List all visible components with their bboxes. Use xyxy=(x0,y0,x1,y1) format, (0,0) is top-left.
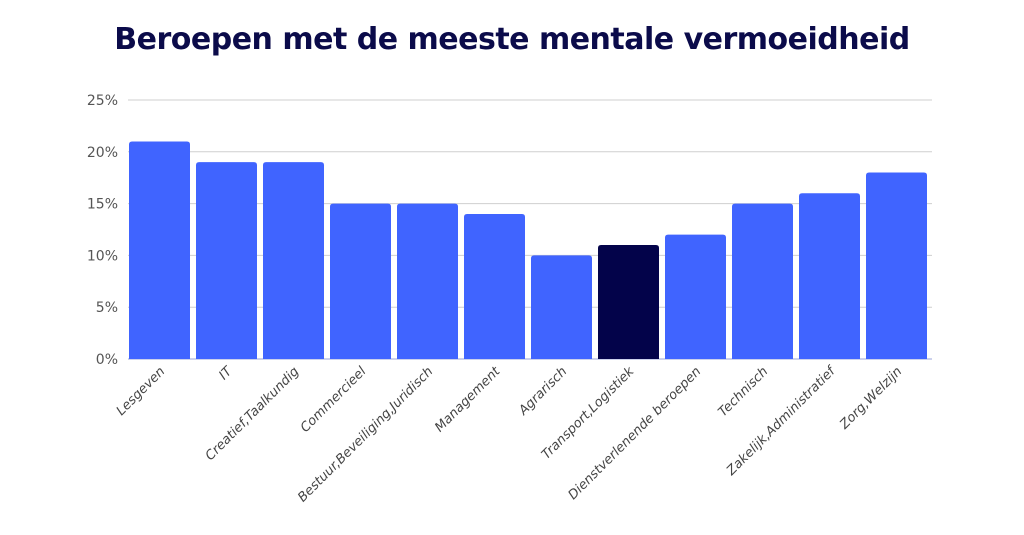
chart-title: Beroepen met de meeste mentale vermoeidh… xyxy=(114,22,910,57)
bar xyxy=(129,141,190,359)
bar xyxy=(263,162,324,359)
x-tick-label: Technisch xyxy=(716,364,772,420)
y-tick-label: 15% xyxy=(87,197,118,213)
x-tick-label: Dienstverlenende beroepen xyxy=(566,364,705,503)
y-tick-label: 10% xyxy=(87,248,118,264)
bar xyxy=(330,203,391,359)
bar xyxy=(531,255,592,359)
bar xyxy=(732,203,793,359)
y-tick-label: 0% xyxy=(96,352,118,368)
x-tick-label: Management xyxy=(432,364,504,436)
x-tick-label: Agrarisch xyxy=(515,364,570,419)
bar xyxy=(196,162,257,359)
bar xyxy=(598,245,659,359)
y-tick-label: 20% xyxy=(87,145,118,161)
y-tick-label: 5% xyxy=(96,300,118,316)
x-tick-label: Zorg,Welzijn xyxy=(836,364,905,433)
x-tick-label: Creatief,Taalkundig xyxy=(203,364,303,464)
bar xyxy=(397,203,458,359)
bar xyxy=(665,234,726,359)
bar xyxy=(464,213,525,359)
x-tick-label: Commercieel xyxy=(298,364,370,436)
y-tick-label: 25% xyxy=(87,93,118,109)
bar xyxy=(866,172,927,359)
x-tick-label: Lesgeven xyxy=(114,364,169,419)
x-tick-label: Zakelijk,Administratief xyxy=(723,363,840,480)
x-tick-label: IT xyxy=(216,363,236,383)
x-tick-label: Bestuur,Beveiliging,Juridisch xyxy=(295,364,436,505)
bar xyxy=(799,193,860,359)
